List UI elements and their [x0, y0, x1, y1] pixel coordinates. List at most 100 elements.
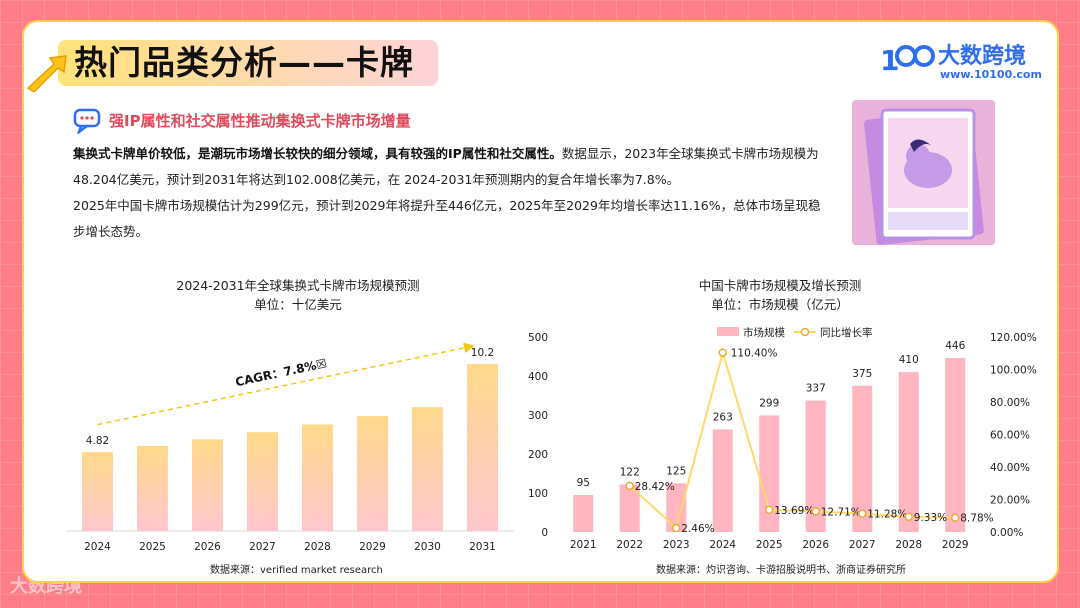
- chart2-title: 中国卡牌市场规模及增长预测: [698, 278, 862, 293]
- chart2-x-tick: 2022: [616, 539, 643, 551]
- chart2-growth-marker: [672, 523, 681, 533]
- description-text-2: 2025年中国卡牌市场规模估计为299亿元，预计到2029年将提升至446亿元，…: [73, 198, 821, 239]
- chart1-x-tick: 2030: [414, 541, 441, 553]
- chart2-growth-marker: [811, 507, 820, 516]
- chart2-growth-label: 28.42%: [635, 481, 675, 493]
- chart1-title: 2024-2031年全球集换式卡牌市场规模预测: [176, 278, 420, 293]
- page-title: 热门品类分析——卡牌: [74, 43, 414, 82]
- section-subtitle: 强IP属性和社交属性推动集换式卡牌市场增量: [109, 112, 411, 130]
- chart2-right-tick: 40.00%: [990, 462, 1030, 474]
- chart2-source: 数据来源：灼识咨询、卡游招股说明书、浙商证券研究所: [656, 565, 906, 576]
- chart2-bar: [759, 415, 780, 532]
- arrow-pointer-icon: [26, 55, 67, 92]
- chart2-growth-marker: [625, 481, 634, 491]
- chart2-bar-label: 375: [852, 368, 872, 380]
- chart2-growth-marker: [718, 348, 727, 357]
- chart2-legend-line-label: 同比增长率: [820, 326, 873, 339]
- chart1-x-tick: 2026: [194, 541, 221, 553]
- chart2-bar: [712, 429, 733, 532]
- brand-logo: 1 大数跨境 www.10100.com: [880, 38, 1042, 84]
- chart2-x-tick: 2028: [895, 539, 922, 551]
- chart2-x-tick: 2029: [942, 539, 969, 551]
- chart2-legend-line-marker: [800, 327, 810, 337]
- chart2-bar: [898, 372, 919, 532]
- chart1-bar: [302, 424, 333, 531]
- global-tcg-bar-chart: 2024 4.82 2025 2026 2027 2028 2029 2030 2031 10.2…: [66, 342, 514, 553]
- chart1-trend-arrow: [97, 342, 475, 426]
- chart2-x-tick: 2024: [709, 539, 736, 551]
- chart2-legend-bar-label: 市场规模: [743, 326, 785, 339]
- chart2-growth-label: 9.33%: [914, 512, 947, 524]
- chart2-growth-label: 110.40%: [731, 348, 778, 360]
- chart2-right-tick: 0.00%: [990, 527, 1023, 539]
- chart2-left-tick: 300: [528, 410, 548, 422]
- chart1-bar: [412, 407, 443, 531]
- chart2-left-tick: 500: [528, 332, 548, 344]
- logo-icon: 1: [880, 44, 935, 77]
- chart2-growth-line: [629, 348, 956, 530]
- chart2-right-tick: 120.00%: [990, 332, 1037, 344]
- chart2-bar-label: 95: [577, 477, 590, 489]
- chart1-data-label: 4.82: [86, 435, 109, 447]
- chart2-bar-label: 410: [899, 354, 919, 366]
- chart2-growth-label: 11.28%: [867, 509, 907, 521]
- chart2-growth-marker: [904, 512, 913, 522]
- trading-card-illustration: [852, 100, 995, 245]
- chart1-bar: [247, 432, 278, 531]
- chart1-bar: [137, 445, 168, 531]
- chart2-x-tick: 2023: [663, 539, 690, 551]
- chart2-bar-label: 122: [620, 466, 640, 478]
- chart2-bar-label: 299: [759, 397, 779, 409]
- chart2-right-tick: 100.00%: [990, 365, 1037, 377]
- chart1-bar: [467, 364, 498, 531]
- chart2-bar: [852, 385, 873, 532]
- chart2-growth-marker: [858, 509, 867, 518]
- description-paragraph: 集换式卡牌单价较低，是潮玩市场增长较快的细分领域，具有较强的IP属性和社交属性。…: [73, 141, 833, 245]
- chart1-x-tick: 2024: [84, 541, 111, 553]
- chart2-left-tick: 100: [528, 488, 548, 500]
- svg-text:1: 1: [880, 44, 899, 77]
- chart1-source: 数据来源：verified market research: [210, 565, 383, 576]
- chart2-bar-label: 125: [666, 465, 686, 477]
- chart2-subtitle: 单位：市场规模（亿元）: [711, 297, 849, 312]
- logo-url: www.10100.com: [940, 68, 1042, 81]
- chart1-bar: [357, 416, 388, 531]
- chart1-bar: [192, 439, 223, 531]
- chart2-left-tick: 0: [541, 527, 548, 539]
- chart1-x-tick: 2029: [359, 541, 386, 553]
- chart1-x-tick: 2028: [304, 541, 331, 553]
- chart2-right-tick: 60.00%: [990, 430, 1030, 442]
- chart1-title-block: 2024-2031年全球集换式卡牌市场规模预测 单位：十亿美元: [138, 276, 458, 314]
- chart2-bar-label: 337: [806, 383, 826, 395]
- chart2-bar: [945, 358, 966, 532]
- chart2-growth-marker: [765, 505, 774, 515]
- chart2-right-tick: 80.00%: [990, 397, 1030, 409]
- chart1-x-tick: 2027: [249, 541, 276, 553]
- trading-card-image: [852, 100, 995, 245]
- description-bold: 集换式卡牌单价较低，是潮玩市场增长较快的细分领域，具有较强的IP属性和社交属性。: [73, 146, 562, 161]
- chart2-growth-label: 8.78%: [960, 513, 993, 525]
- chart2-growth-label: 12.71%: [821, 506, 861, 518]
- chart2-bar: [573, 494, 594, 532]
- chart2-left-tick: 400: [528, 371, 548, 383]
- chart1-subtitle: 单位：十亿美元: [254, 297, 342, 312]
- chart2-right-tick: 20.00%: [990, 495, 1030, 507]
- chart1-bar: [82, 452, 113, 531]
- chart1-cagr-annotation: CAGR：7.8%☒: [234, 356, 328, 389]
- chart1-data-label: 10.2: [471, 347, 494, 359]
- chat-bubble-icon: [73, 108, 101, 134]
- chart2-title-block: 中国卡牌市场规模及增长预测 单位：市场规模（亿元）: [620, 276, 940, 314]
- chart1-x-tick: 2025: [139, 541, 166, 553]
- chart2-legend-bar-swatch: [717, 327, 739, 336]
- description-text-1: 数据显示，2023年全球集换式卡牌市场规模为48.204亿美元，预计到2031年…: [73, 146, 819, 187]
- chart2-x-tick: 2027: [849, 539, 876, 551]
- chart2-x-tick: 2026: [802, 539, 829, 551]
- chart2-x-tick: 2025: [756, 539, 783, 551]
- title-highlight: [58, 40, 438, 86]
- chart2-growth-label: 2.46%: [681, 523, 714, 535]
- chart2-bar: [666, 483, 687, 532]
- chart2-bar: [619, 484, 640, 532]
- chart1-x-tick: 2031: [469, 541, 496, 553]
- chart2-bar: [805, 400, 826, 532]
- chart2-growth-label: 13.69%: [774, 505, 814, 517]
